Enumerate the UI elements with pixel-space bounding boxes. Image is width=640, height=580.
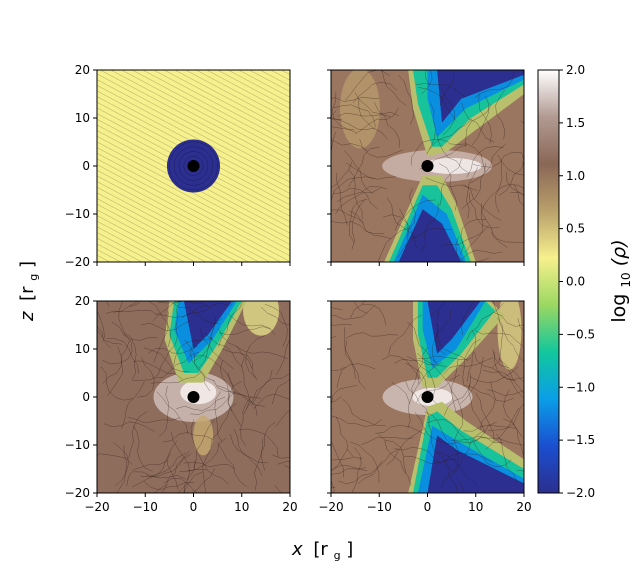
envelope-top-right xyxy=(339,70,380,149)
y-tick-label: 0 xyxy=(82,159,90,173)
colorbar-tick-label: 1.5 xyxy=(566,116,585,130)
disk-streamline xyxy=(183,156,204,176)
colorbar-gradient xyxy=(537,69,560,494)
x-tick-label: 10 xyxy=(468,500,483,514)
x-tick-label: 20 xyxy=(516,500,531,514)
colorbar-title: log 10 (ρ) xyxy=(608,239,635,322)
black-hole-top-left xyxy=(187,160,200,172)
panel-top-left xyxy=(97,70,290,262)
x-tick-label: −20 xyxy=(84,500,109,514)
disk-streamline xyxy=(178,151,209,181)
y-tick-label: −10 xyxy=(65,207,90,221)
x-tick-label: 0 xyxy=(424,500,432,514)
lower-lobe-bottom-left xyxy=(193,415,214,456)
y-tick-label: −20 xyxy=(65,486,90,500)
y-axis-title: z [r g ] xyxy=(17,261,42,322)
black-hole-bottom-right xyxy=(421,391,434,403)
panel-bottom-right xyxy=(331,301,524,493)
y-tick-label: 20 xyxy=(75,63,90,77)
y-tick-label: 10 xyxy=(75,111,90,125)
y-tick-label: 0 xyxy=(82,390,90,404)
disk-streamline xyxy=(173,146,214,186)
colorbar-tick-label: 1.0 xyxy=(566,169,585,183)
y-tick-label: −10 xyxy=(65,438,90,452)
x-tick-label: 10 xyxy=(234,500,249,514)
x-tick-label: 0 xyxy=(190,500,198,514)
colorbar: 2.0 1.5 1.0 0.5 0.0 −0.5 −1.0 −1.5 −2.0 xyxy=(537,63,595,500)
black-hole-top-right xyxy=(421,160,434,172)
colorbar-tick-label: 0.0 xyxy=(566,275,585,289)
densest-equator-top-right xyxy=(421,158,482,174)
lower-funnel-core-top-right xyxy=(398,209,462,262)
densest-core-bottom-left xyxy=(180,380,217,405)
axes-layer: −20 −10 0 10 20 −20 −10 0 10 20 −20 −10 0 10 20 −20 −10 0… xyxy=(65,63,532,514)
colorbar-tick-label: 0.5 xyxy=(566,222,585,236)
heatmap-panels xyxy=(97,70,524,493)
yellow-edge-bottom-right xyxy=(497,301,522,370)
upper-funnel-core-bottom-right xyxy=(427,301,481,354)
colorbar-tick-label: −0.5 xyxy=(566,327,595,341)
x-tick-label: −10 xyxy=(133,500,158,514)
x-tick-label: −10 xyxy=(367,500,392,514)
y-tick-label: −20 xyxy=(65,255,90,269)
lower-funnel-core-bottom-right xyxy=(427,435,524,493)
upper-funnel-core-top-right xyxy=(437,70,524,123)
colorbar-tick-label: −1.5 xyxy=(566,433,595,447)
panel-bottom-left xyxy=(97,301,290,493)
colorbar-tick-label: 2.0 xyxy=(566,63,585,77)
black-hole-bottom-left xyxy=(187,391,200,403)
panel-top-right xyxy=(331,70,524,262)
x-tick-label: 20 xyxy=(282,500,297,514)
y-tick-label: 20 xyxy=(75,294,90,308)
y-tick-label: 10 xyxy=(75,342,90,356)
disk-streamline xyxy=(169,141,218,191)
colorbar-tick-label: −1.0 xyxy=(566,380,595,394)
yellow-region-bottom-left xyxy=(243,301,280,336)
x-axis-title: x [r g ] xyxy=(291,539,353,564)
funnel-core-bottom-left xyxy=(183,301,233,349)
colorbar-tick-label: −2.0 xyxy=(566,486,595,500)
x-tick-label: −20 xyxy=(318,500,343,514)
